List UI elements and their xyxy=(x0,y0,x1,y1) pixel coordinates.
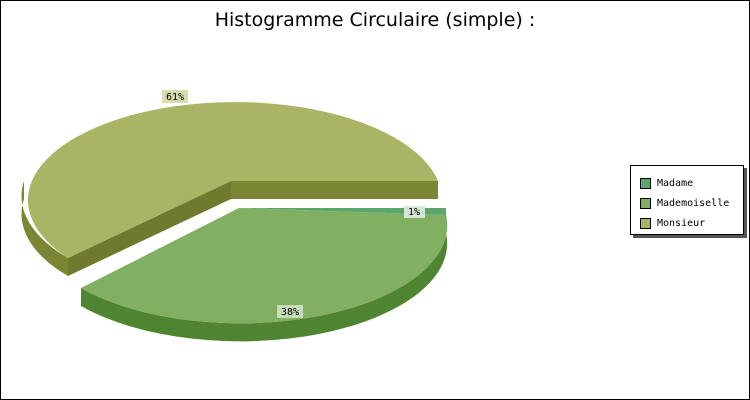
legend-label-monsieur: Monsieur xyxy=(657,217,706,229)
legend-item-madame: Madame xyxy=(631,174,743,192)
legend-label-mademoiselle: Mademoiselle xyxy=(657,197,730,209)
data-label-monsieur-text: 61% xyxy=(166,92,184,103)
chart-title: Histogramme Circulaire (simple) : xyxy=(214,9,536,31)
data-label-monsieur: 61% xyxy=(162,90,188,103)
slice-mademoiselle-rim xyxy=(81,215,448,342)
slice-mademoiselle-top xyxy=(81,208,448,324)
slice-monsieur-right-face xyxy=(231,181,438,199)
legend-label-madame: Madame xyxy=(657,177,694,189)
slice-mademoiselle xyxy=(81,208,448,342)
data-label-madame: 1% xyxy=(404,206,425,218)
slice-madame-top xyxy=(239,208,446,215)
slice-madame xyxy=(239,208,446,215)
slice-monsieur xyxy=(21,102,438,276)
legend-swatch-mademoiselle xyxy=(640,197,651,209)
legend-swatch-madame xyxy=(640,177,651,189)
legend-swatch-monsieur xyxy=(640,217,651,229)
legend-item-mademoiselle: Mademoiselle xyxy=(631,194,743,212)
legend-item-monsieur: Monsieur xyxy=(631,214,743,232)
data-label-mademoiselle-text: 38% xyxy=(281,307,299,318)
data-label-madame-text: 1% xyxy=(408,207,420,218)
chart-legend: Madame Mademoiselle Monsieur xyxy=(630,165,744,235)
slice-monsieur-top xyxy=(27,102,438,258)
slice-monsieur-cut-face xyxy=(68,181,231,276)
data-label-mademoiselle: 38% xyxy=(277,305,303,318)
slice-monsieur-rim xyxy=(21,181,68,276)
